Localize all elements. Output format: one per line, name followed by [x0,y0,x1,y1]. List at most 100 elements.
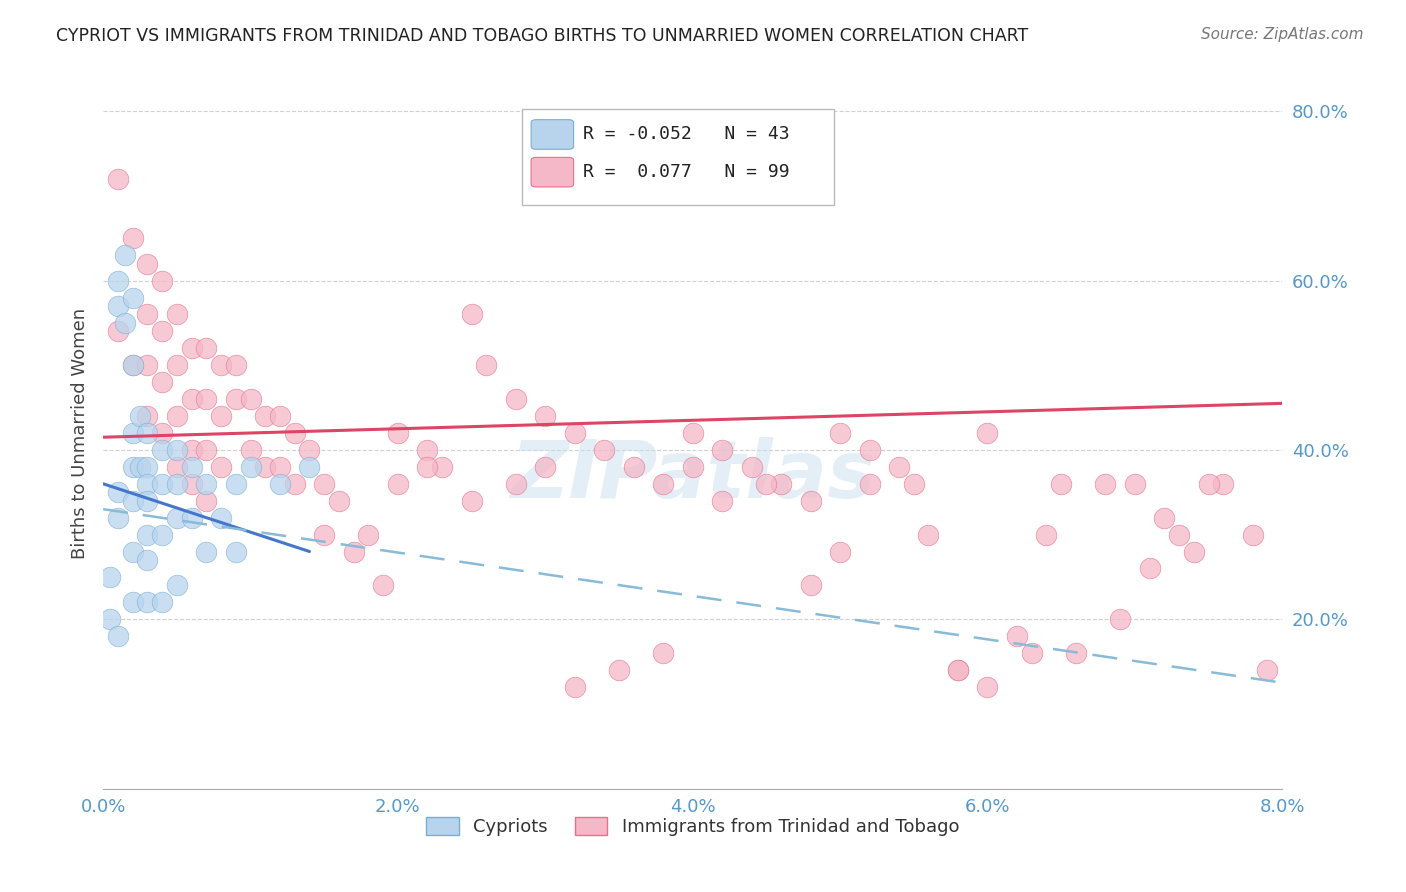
Point [387,425,409,440]
Point [195,392,218,406]
Point [107,485,129,500]
Point [166,476,188,491]
Point [166,358,188,372]
Point [107,172,129,186]
Point [150,476,173,491]
Point [1123,476,1146,491]
Point [121,425,143,440]
Point [121,291,143,305]
Point [121,358,143,372]
Point [150,274,173,288]
Point [166,510,188,524]
Point [1064,646,1087,660]
Point [195,342,218,356]
Point [209,510,232,524]
Point [711,442,734,457]
FancyBboxPatch shape [522,110,834,205]
Point [195,476,218,491]
Point [225,358,247,372]
Point [387,476,409,491]
Point [150,442,173,457]
Point [195,493,218,508]
Point [298,459,321,474]
Point [1109,612,1132,626]
Point [225,392,247,406]
FancyBboxPatch shape [531,157,574,187]
Legend: Cypriots, Immigrants from Trinidad and Tobago: Cypriots, Immigrants from Trinidad and T… [419,810,966,844]
Point [903,476,925,491]
Point [357,527,380,541]
Point [209,459,232,474]
Point [1241,527,1264,541]
Point [107,299,129,313]
Point [711,493,734,508]
Text: R =  0.077   N = 99: R = 0.077 N = 99 [583,163,790,181]
Point [100,570,122,584]
Text: ZIPatlas: ZIPatlas [510,437,875,515]
Point [209,358,232,372]
Point [136,358,159,372]
Point [800,493,823,508]
Point [150,375,173,389]
Point [136,553,159,567]
Point [150,325,173,339]
Point [1035,527,1057,541]
Point [136,308,159,322]
Point [1139,561,1161,575]
Point [180,459,202,474]
Text: CYPRIOT VS IMMIGRANTS FROM TRINIDAD AND TOBAGO BIRTHS TO UNMARRIED WOMEN CORRELA: CYPRIOT VS IMMIGRANTS FROM TRINIDAD AND … [56,27,1029,45]
Point [887,459,910,474]
FancyBboxPatch shape [531,120,574,149]
Point [269,409,291,423]
Point [107,325,129,339]
Point [623,459,645,474]
Point [239,459,262,474]
Point [180,392,202,406]
Point [166,308,188,322]
Point [755,476,778,491]
Point [314,476,336,491]
Point [195,442,218,457]
Point [343,544,366,558]
Point [652,646,675,660]
Point [1256,663,1278,677]
Point [136,493,159,508]
Point [254,409,277,423]
Point [180,342,202,356]
Point [564,425,586,440]
Point [166,459,188,474]
Point [505,476,527,491]
Point [741,459,763,474]
Point [564,680,586,694]
Point [858,442,880,457]
Point [107,510,129,524]
Point [800,578,823,592]
Point [100,612,122,626]
Text: Source: ZipAtlas.com: Source: ZipAtlas.com [1201,27,1364,42]
Point [946,663,969,677]
Point [430,459,453,474]
Point [269,459,291,474]
Point [209,409,232,423]
Point [976,680,998,694]
Point [1153,510,1175,524]
Point [828,425,851,440]
Point [150,425,173,440]
Y-axis label: Births to Unmarried Women: Births to Unmarried Women [72,308,89,558]
Point [1050,476,1073,491]
Point [107,629,129,643]
Point [416,442,439,457]
Point [121,231,143,245]
Point [121,595,143,609]
Point [239,442,262,457]
Point [1005,629,1028,643]
Point [298,442,321,457]
Point [150,595,173,609]
Point [136,595,159,609]
Point [858,476,880,491]
Point [607,663,630,677]
Point [114,248,136,262]
Point [269,476,291,491]
Point [225,476,247,491]
Point [136,459,159,474]
